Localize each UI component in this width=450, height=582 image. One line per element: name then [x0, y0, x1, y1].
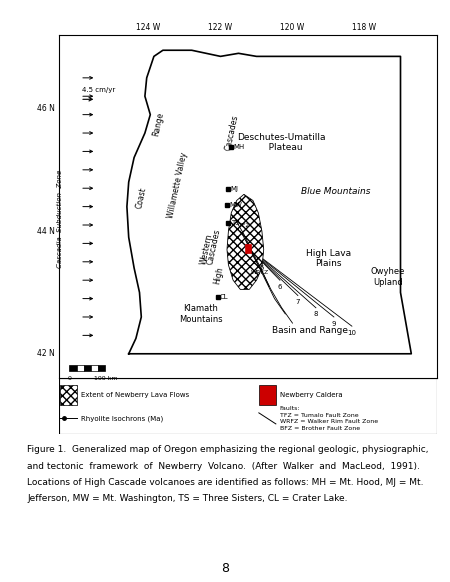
Text: 100 km: 100 km — [94, 376, 117, 381]
Text: Figure 1.  Generalized map of Oregon emphasizing the regional geologic, physiogr: Figure 1. Generalized map of Oregon emph… — [27, 445, 428, 454]
Bar — [245, 244, 252, 253]
Text: CL: CL — [220, 294, 229, 300]
Text: Owyhee
Upland: Owyhee Upland — [371, 267, 405, 287]
Text: Basin and Range: Basin and Range — [273, 326, 348, 335]
Text: 46 N: 46 N — [37, 104, 55, 113]
Bar — [69, 365, 76, 371]
Text: Western: Western — [199, 233, 215, 266]
Text: and tectonic  framework  of  Newberry  Volcano.  (After  Walker  and  MacLeod,  : and tectonic framework of Newberry Volca… — [27, 462, 420, 470]
Text: High Lava
Plains: High Lava Plains — [306, 249, 351, 268]
Text: 9: 9 — [332, 321, 336, 327]
Text: MJ: MJ — [230, 186, 238, 193]
Bar — [91, 365, 98, 371]
Text: Faults:
TFZ = Tumalo Fault Zone
WRFZ = Walker Rim Fault Zone
BFZ = Brother Fault: Faults: TFZ = Tumalo Fault Zone WRFZ = W… — [279, 406, 378, 431]
Text: 8: 8 — [221, 562, 229, 574]
Text: TS: TS — [230, 220, 239, 226]
Text: 10: 10 — [347, 330, 356, 336]
Polygon shape — [227, 194, 264, 289]
Bar — [84, 365, 91, 371]
Text: 120 W: 120 W — [280, 23, 305, 33]
Bar — [259, 385, 276, 404]
Text: Deschutes-Umatilla
   Plateau: Deschutes-Umatilla Plateau — [238, 133, 326, 152]
Text: MW: MW — [229, 203, 242, 208]
Text: Jefferson, MW = Mt. Washington, TS = Three Sisters, CL = Crater Lake.: Jefferson, MW = Mt. Washington, TS = Thr… — [27, 494, 347, 503]
Bar — [76, 365, 84, 371]
Text: Cascades: Cascades — [206, 228, 222, 265]
Text: 5: 5 — [260, 265, 264, 271]
Text: 118 W: 118 W — [352, 23, 377, 33]
Text: Coast: Coast — [135, 186, 148, 209]
Text: WRFZ: WRFZ — [251, 270, 270, 275]
Text: 7: 7 — [296, 299, 300, 305]
Text: MH: MH — [234, 144, 245, 150]
Text: 42 N: 42 N — [37, 349, 55, 359]
Text: TFZ: TFZ — [238, 222, 250, 228]
Text: Rhyolite Isochrons (Ma): Rhyolite Isochrons (Ma) — [81, 415, 163, 421]
Text: Willamette Valley: Willamette Valley — [166, 151, 189, 219]
Text: 8: 8 — [314, 311, 318, 317]
Text: Blue Mountains: Blue Mountains — [301, 187, 370, 196]
Text: 44 N: 44 N — [37, 226, 55, 236]
Text: Klamath
Mountains: Klamath Mountains — [179, 304, 222, 324]
Text: Newberry Caldera: Newberry Caldera — [279, 392, 342, 398]
Text: Cascades: Cascades — [224, 114, 240, 152]
Bar — [60, 385, 77, 404]
Text: 122 W: 122 W — [208, 23, 233, 33]
Text: 124 W: 124 W — [136, 23, 161, 33]
Text: High: High — [212, 265, 225, 285]
Text: 6: 6 — [278, 284, 282, 290]
Text: Locations of High Cascade volcanoes are identified as follows: MH = Mt. Hood, MJ: Locations of High Cascade volcanoes are … — [27, 478, 423, 487]
Text: Extent of Newberry Lava Flows: Extent of Newberry Lava Flows — [81, 392, 189, 398]
Text: Cascadia  Subduction  Zone: Cascadia Subduction Zone — [57, 170, 63, 268]
Text: Range: Range — [152, 111, 166, 137]
Text: 4.5 cm/yr: 4.5 cm/yr — [82, 87, 115, 93]
Text: 0: 0 — [68, 376, 71, 381]
Bar — [98, 365, 105, 371]
